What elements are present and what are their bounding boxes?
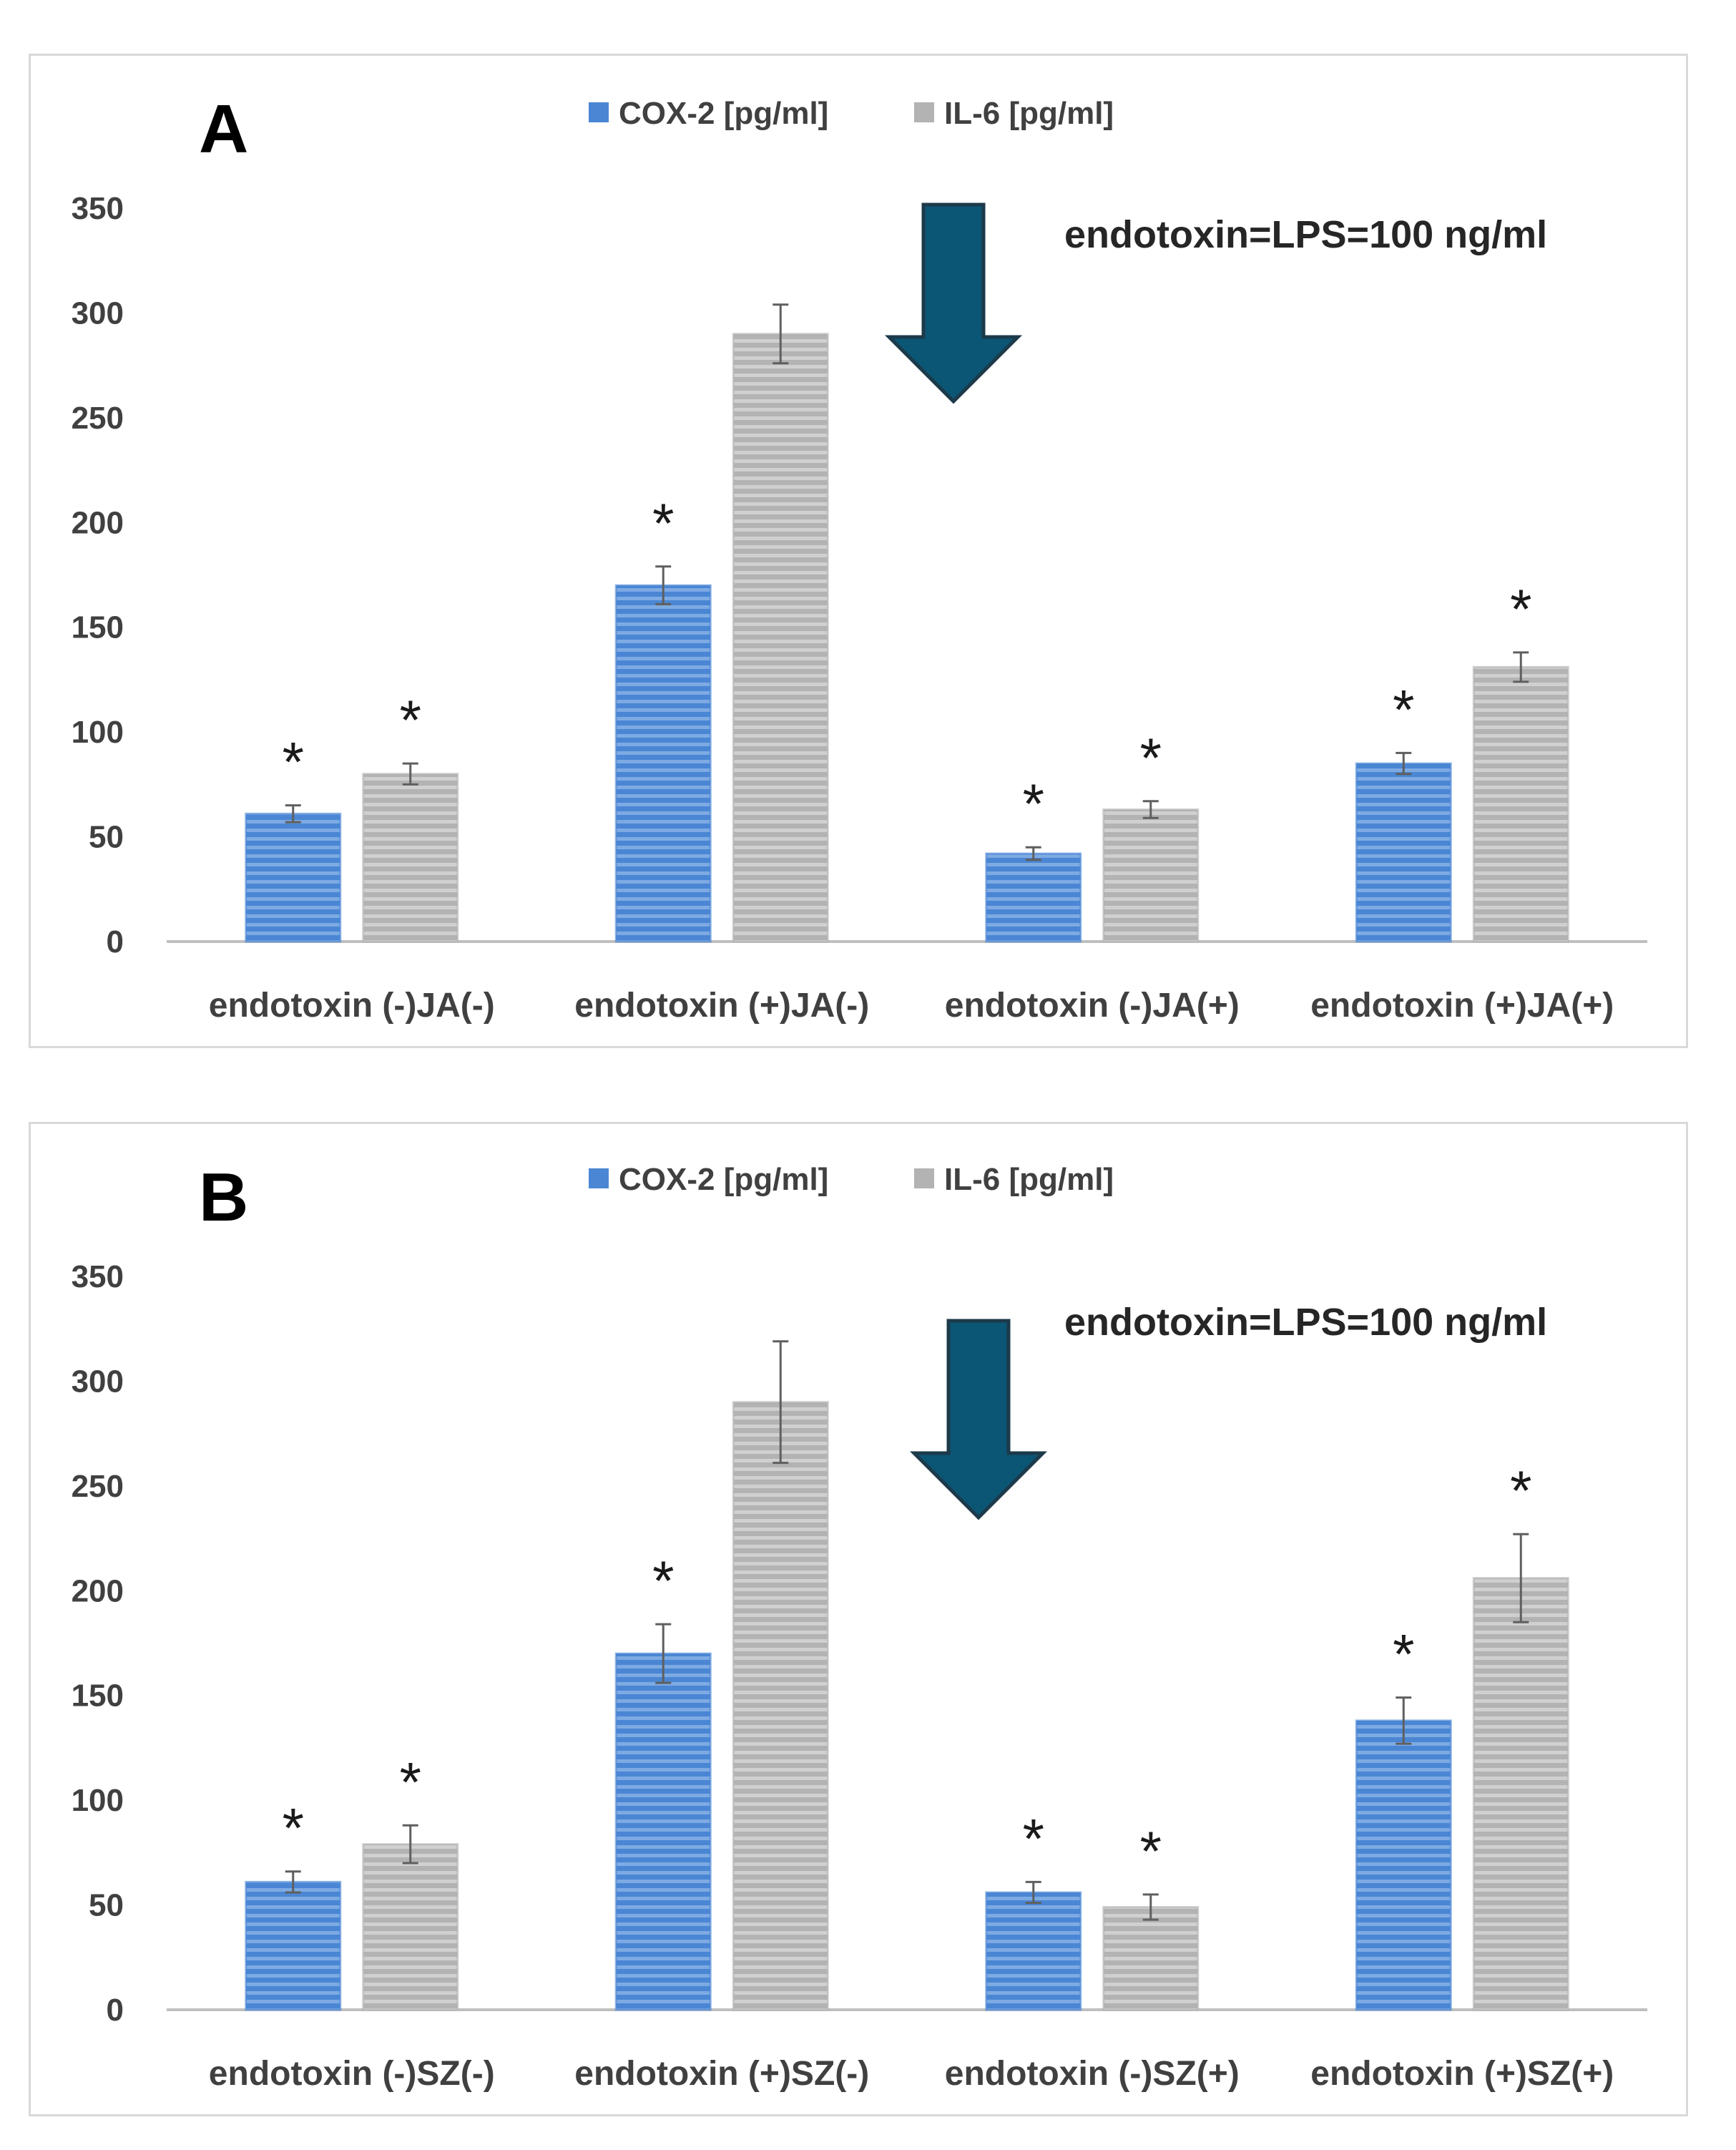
cox2-bar [616,585,711,942]
il6-bar [1103,809,1198,942]
significance-marker: * [283,730,304,793]
significance-marker: * [1393,678,1414,741]
y-tick-label: 0 [107,1993,124,2028]
y-tick-label: 100 [72,1783,124,1818]
chart-a: A COX-2 [pg/ml] IL-6 [pg/ml] 0 50 100 150 200 25… [72,91,1647,1025]
y-tick-label: 250 [72,401,124,436]
category-label: endotoxin (+)JA(-) [574,987,869,1025]
error-bar [1396,1696,1412,1745]
legend-cox2-label: COX-2 [pg/ml] [619,96,828,131]
significance-marker: * [283,1797,304,1860]
significance-marker: * [1510,1459,1531,1522]
error-bar [655,565,672,605]
y-tick-label: 350 [72,1259,124,1294]
il6-bar [733,1402,828,2010]
category-label: endotoxin (+)JA(+) [1310,987,1614,1025]
y-tick-label: 350 [72,191,124,226]
lps-annotation: endotoxin=LPS=100 ng/ml [1064,1301,1547,1344]
panel-label: B [199,1159,248,1236]
error-bar [285,804,301,824]
legend-cox2-label: COX-2 [pg/ml] [619,1162,828,1197]
lps-annotation: endotoxin=LPS=100 ng/ml [1064,213,1547,256]
category-label: endotoxin (+)SZ(-) [574,2055,869,2093]
il6-bar [363,1844,458,2010]
il6-bar [1103,1907,1198,2010]
error-bar [285,1870,301,1894]
significance-marker: * [1140,1819,1162,1882]
significance-marker: * [400,688,421,751]
y-tick-label: 200 [72,1573,124,1608]
y-tick-label: 250 [72,1469,124,1504]
il6-bar [733,333,828,942]
cox2-bar [986,1892,1081,2010]
error-bar [655,1623,672,1684]
chart-panel-a: A COX-2 [pg/ml] IL-6 [pg/ml] 0 50 100 150 200 25… [29,54,1688,1048]
category-label: endotoxin (-)JA(-) [209,987,495,1025]
significance-marker: * [1023,1807,1044,1870]
legend-il6-swatch [914,102,934,122]
y-tick-label: 50 [89,1888,124,1923]
il6-bar [1473,667,1569,942]
y-tick-label: 200 [72,505,124,540]
cox2-bar [616,1653,711,2010]
significance-marker: * [652,1549,674,1612]
chart-panel-b: B COX-2 [pg/ml] IL-6 [pg/ml] 0 50 100 150 200 25… [29,1122,1688,2116]
error-bar [1396,751,1412,776]
il6-bar [363,773,458,942]
panel-label: A [199,91,248,167]
legend-il6-label: IL-6 [pg/ml] [944,96,1114,131]
error-bar [1025,846,1041,861]
error-bar [1142,1893,1159,1921]
error-bar [773,1340,789,1465]
significance-marker: * [1140,726,1162,789]
significance-marker: * [652,492,674,554]
category-label: endotoxin (-)SZ(-) [209,2055,495,2093]
legend-il6-label: IL-6 [pg/ml] [944,1162,1114,1197]
category-label: endotoxin (-)JA(+) [945,987,1240,1025]
cox2-bar [986,854,1081,942]
chart-b: B COX-2 [pg/ml] IL-6 [pg/ml] 0 50 100 150 200 25… [72,1159,1647,2093]
error-bar [1025,1880,1041,1905]
legend-il6-swatch [914,1168,934,1188]
significance-marker: * [1393,1623,1414,1686]
down-arrow-icon [909,1319,1048,1520]
y-tick-label: 150 [72,610,124,645]
cox2-bar [1356,763,1451,942]
error-bar [402,1824,418,1865]
error-bar [773,303,789,365]
legend-cox2-swatch [589,102,609,122]
down-arrow-icon [884,202,1023,404]
y-tick-label: 100 [72,715,124,750]
significance-marker: * [1023,772,1044,835]
error-bar [1513,1533,1529,1623]
error-bar [1142,800,1159,819]
y-tick-label: 300 [72,1364,124,1399]
y-tick-label: 300 [72,295,124,331]
category-label: endotoxin (+)SZ(+) [1310,2055,1614,2093]
error-bar [402,762,418,786]
il6-bar [1473,1578,1569,2010]
cox2-bar [245,813,340,942]
legend-cox2-swatch [589,1168,609,1188]
y-tick-label: 50 [89,820,124,855]
significance-marker: * [400,1750,421,1813]
error-bar [1513,651,1529,683]
cox2-bar [1356,1720,1451,2010]
y-tick-label: 150 [72,1679,124,1714]
category-label: endotoxin (-)SZ(+) [945,2055,1240,2093]
cox2-bar [245,1882,340,2010]
significance-marker: * [1510,577,1531,640]
y-tick-label: 0 [107,924,124,959]
